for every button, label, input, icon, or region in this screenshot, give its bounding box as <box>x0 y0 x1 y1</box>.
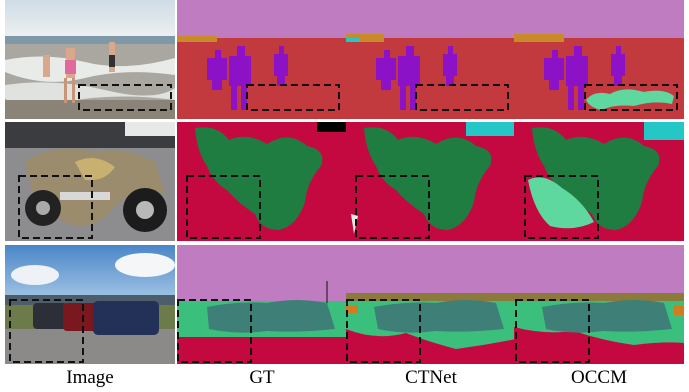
column-label-occm: OCCM <box>571 367 627 388</box>
row3-ctnet-cars <box>346 245 516 364</box>
dashed-highlight-boxes <box>9 84 678 363</box>
row3-occm-cars <box>514 245 684 364</box>
row3-image-cars <box>5 245 175 364</box>
row2-ctnet-motorcycle <box>346 122 516 241</box>
row3-gt-cars <box>177 245 347 364</box>
row1-occm-beach <box>514 0 684 119</box>
row1-ctnet-beach <box>346 0 516 119</box>
segmentation-comparison-grid <box>5 0 684 364</box>
row2-gt-motorcycle <box>177 122 347 241</box>
column-label-ctnet: CTNet <box>405 367 457 388</box>
row1-image-beach <box>5 0 175 119</box>
row2-image-motorcycle <box>5 122 175 241</box>
row2-occm-motorcycle <box>514 122 684 241</box>
row1-gt-beach <box>177 0 347 119</box>
column-label-image: Image <box>66 367 114 388</box>
column-label-gt: GT <box>249 367 275 388</box>
